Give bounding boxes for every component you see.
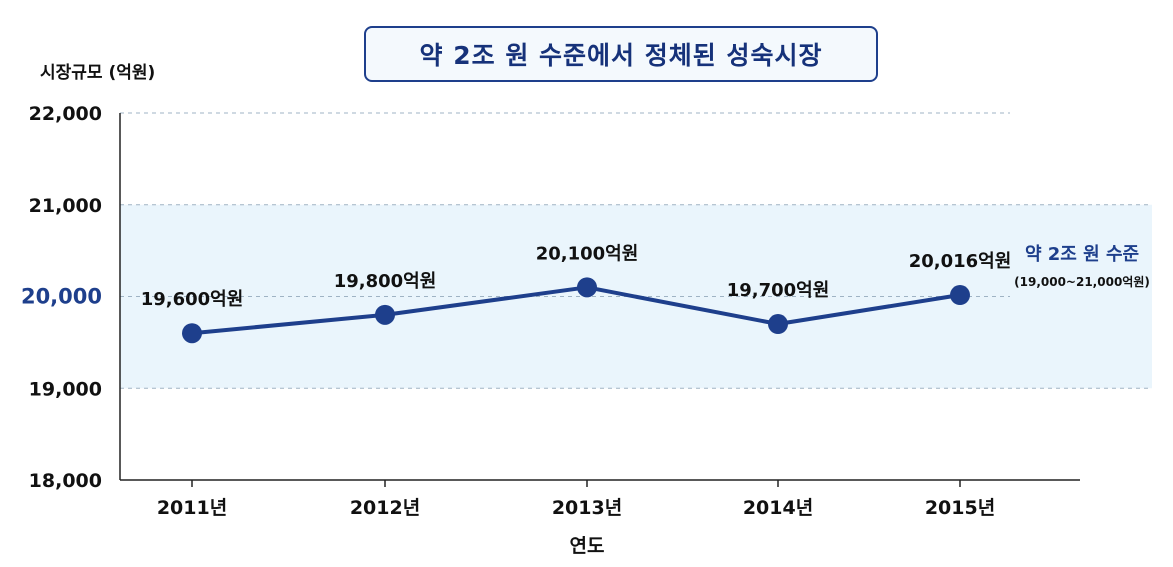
band-annotation-label: 약 2조 원 수준 bbox=[1025, 243, 1139, 265]
x-tick-label: 2012년 bbox=[350, 497, 420, 519]
data-label: 19,800억원 bbox=[334, 271, 437, 292]
data-label: 19,600억원 bbox=[141, 289, 244, 310]
data-point bbox=[950, 285, 970, 306]
y-tick-label: 20,000 bbox=[21, 285, 102, 309]
y-tick-label: 19,000 bbox=[29, 378, 102, 400]
data-point bbox=[768, 314, 788, 335]
data-label: 20,016억원 bbox=[909, 251, 1012, 272]
data-label: 20,100억원 bbox=[536, 243, 639, 264]
chart-title: 약 2조 원 수준에서 정체된 성숙시장 bbox=[364, 26, 878, 82]
y-tick-label: 18,000 bbox=[29, 470, 102, 492]
x-tick-label: 2011년 bbox=[157, 497, 227, 519]
x-tick-label: 2015년 bbox=[925, 497, 995, 519]
data-label: 19,700억원 bbox=[727, 280, 830, 301]
data-point bbox=[182, 323, 202, 344]
y-axis-label: 시장규모 (억원) bbox=[40, 63, 156, 83]
x-tick-label: 2014년 bbox=[743, 497, 813, 519]
x-tick-label: 2013년 bbox=[552, 497, 622, 519]
y-tick-label: 21,000 bbox=[29, 195, 102, 217]
data-point bbox=[375, 304, 395, 325]
band-annotation-sublabel: (19,000~21,000억원) bbox=[1014, 275, 1150, 289]
data-point bbox=[577, 277, 597, 298]
y-tick-label: 22,000 bbox=[29, 103, 102, 125]
x-axis-label: 연도 bbox=[570, 535, 605, 557]
